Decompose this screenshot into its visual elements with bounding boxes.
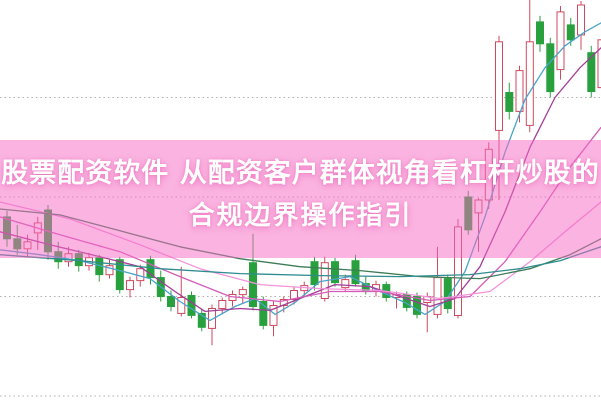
headline-line-1: 股票配资软件 从配资客户群体视角看杠杆炒股的 <box>1 158 600 189</box>
title-banner: 股票配资软件 从配资客户群体视角看杠杆炒股的 合规边界操作指引 <box>0 140 601 258</box>
headline-line-2: 合规边界操作指引 <box>188 201 413 231</box>
